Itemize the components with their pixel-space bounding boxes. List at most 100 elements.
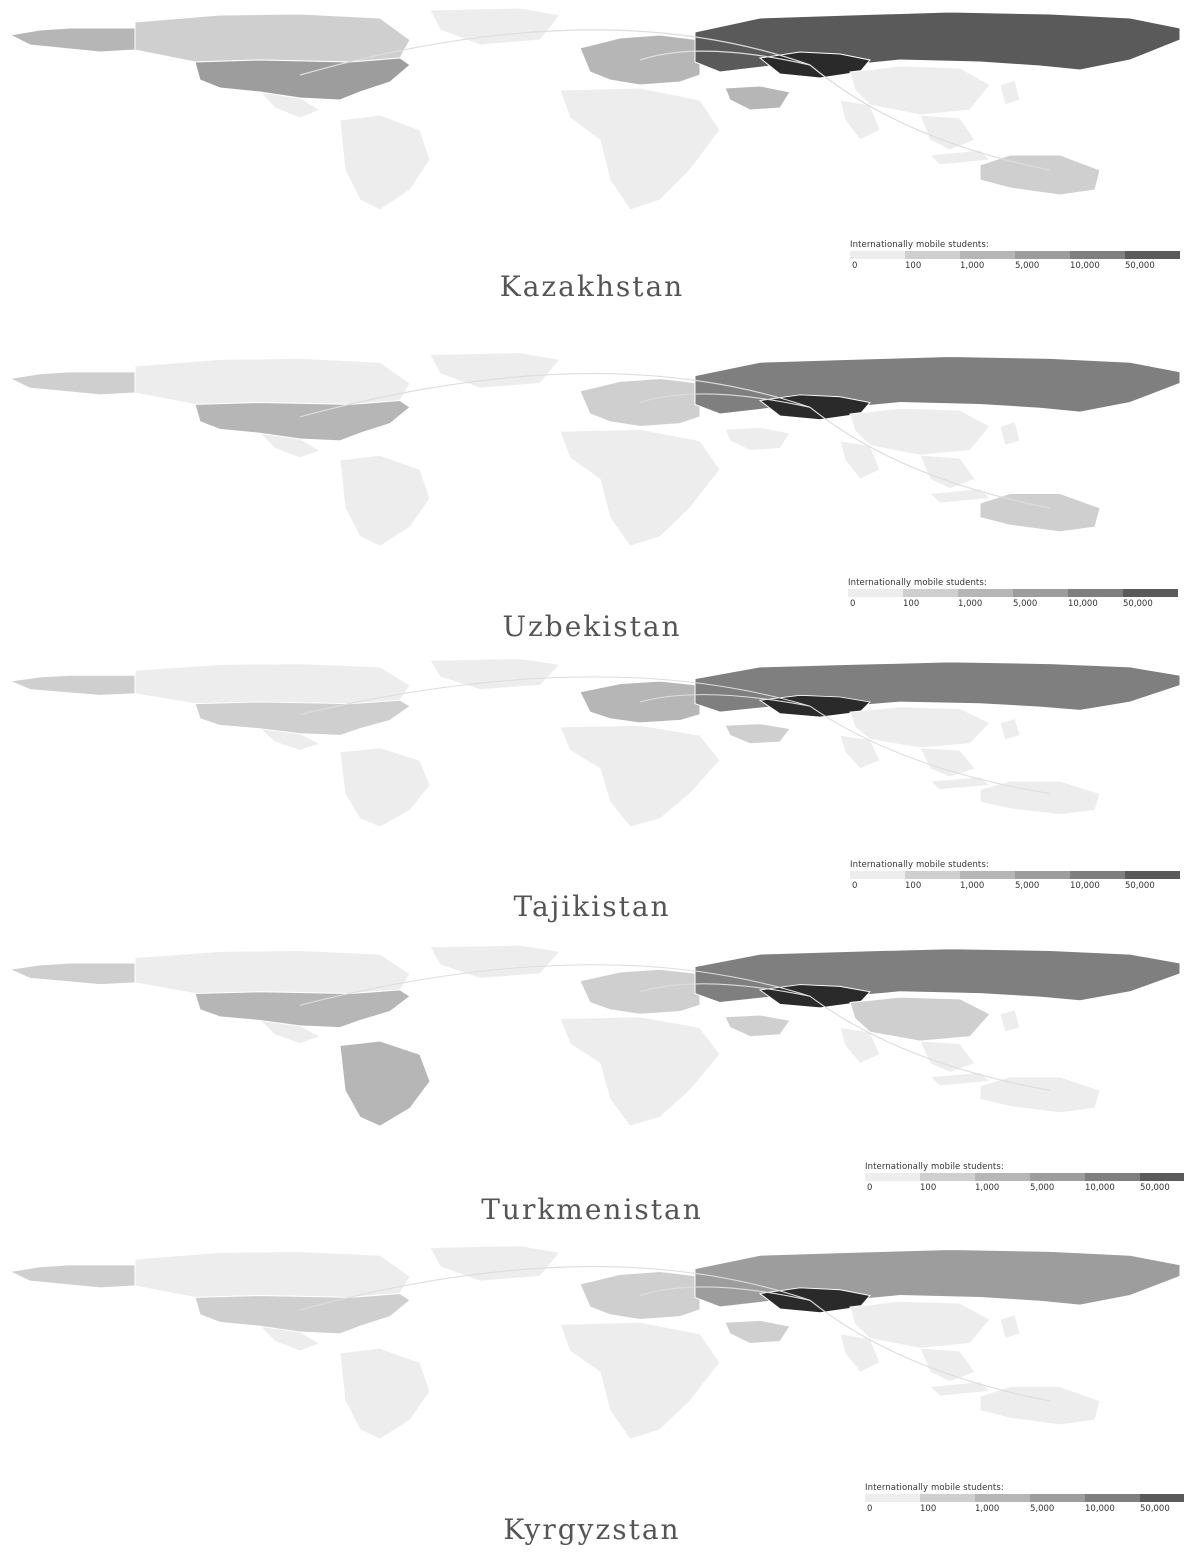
world-map xyxy=(8,658,1181,828)
legend-ticks: 0 100 1,000 5,000 10,000 50,000 xyxy=(850,261,1180,271)
legend-swatch xyxy=(848,589,903,597)
land-region xyxy=(919,1347,976,1383)
legend-tick: 10,000 xyxy=(1070,261,1100,271)
country-north-america-west xyxy=(8,27,136,53)
land-region xyxy=(999,79,1021,106)
country-brazil xyxy=(339,1347,431,1440)
land-region xyxy=(928,1071,992,1087)
legend-tick: 10,000 xyxy=(1085,1504,1115,1514)
country-canada xyxy=(134,1250,411,1298)
legend-title: Internationally mobile students: xyxy=(848,578,987,588)
panel-caption: Tajikistan xyxy=(513,890,671,923)
land-region xyxy=(928,776,992,790)
world-map xyxy=(8,352,1181,547)
panel-kazakhstan: Internationally mobile students: 0 100 1,0… xyxy=(0,0,1184,310)
legend-tick: 5,000 xyxy=(1015,261,1040,271)
legend-swatch xyxy=(850,871,905,879)
legend-tick: 0 xyxy=(850,599,856,609)
flow-arc xyxy=(639,694,811,707)
country-china xyxy=(849,996,991,1042)
legend-swatch xyxy=(1085,1494,1140,1502)
legend: Internationally mobile students: 0 100 1,0… xyxy=(865,1162,1184,1193)
land-region xyxy=(559,428,721,547)
legend-ticks: 0 100 1,000 5,000 10,000 50,000 xyxy=(865,1504,1184,1514)
panel-caption: Turkmenistan xyxy=(481,1193,703,1226)
land-region xyxy=(559,724,721,828)
country-canada xyxy=(134,357,411,405)
land-region xyxy=(919,114,976,151)
legend-tick: 50,000 xyxy=(1123,599,1153,609)
country-north-america-west xyxy=(8,371,136,396)
flow-arc xyxy=(809,705,1051,795)
land-region xyxy=(839,440,881,480)
legend-title: Internationally mobile students: xyxy=(865,1162,1004,1172)
legend-tick: 10,000 xyxy=(1068,599,1098,609)
country-australia xyxy=(979,493,1101,533)
legend-tick: 10,000 xyxy=(1070,881,1100,891)
legend-swatch xyxy=(1140,1494,1184,1502)
legend-tick: 10,000 xyxy=(1085,1183,1115,1193)
country-brazil xyxy=(339,1040,431,1127)
country-brazil xyxy=(339,454,431,547)
country-canada xyxy=(134,950,411,994)
flow-arc xyxy=(639,1286,811,1301)
land-region xyxy=(559,1321,721,1440)
legend: Internationally mobile students: 0 100 1,0… xyxy=(848,578,1178,609)
flow-arc xyxy=(639,50,811,66)
country-usa xyxy=(194,1293,411,1335)
country-origin xyxy=(758,984,871,1009)
panel-caption: Kyrgyzstan xyxy=(503,1513,681,1546)
flow-arc xyxy=(809,406,1051,509)
flow-arc xyxy=(299,29,811,76)
land-region xyxy=(839,99,881,141)
legend-tick: 1,000 xyxy=(975,1504,1000,1514)
legend-scale xyxy=(865,1494,1184,1502)
flow-arc xyxy=(299,964,811,1006)
land-region xyxy=(429,658,561,690)
legend-swatch xyxy=(1068,589,1123,597)
legend: Internationally mobile students: 0 100 1,0… xyxy=(850,240,1180,271)
panel-caption: Kazakhstan xyxy=(499,270,685,303)
country-middle-east xyxy=(724,1014,791,1037)
country-china xyxy=(849,407,991,456)
country-origin xyxy=(758,394,871,421)
country-middle-east xyxy=(724,723,791,745)
country-usa xyxy=(194,989,411,1029)
legend-scale xyxy=(848,589,1178,597)
legend-swatch xyxy=(1030,1173,1085,1181)
legend-scale xyxy=(865,1173,1184,1181)
legend-ticks: 0 100 1,000 5,000 10,000 50,000 xyxy=(848,599,1178,609)
legend-swatch xyxy=(1070,251,1125,259)
legend: Internationally mobile students: 0 100 1,0… xyxy=(850,860,1180,891)
legend-tick: 5,000 xyxy=(1030,1504,1055,1514)
panel-turkmenistan: Internationally mobile students: 0 100 1,0… xyxy=(0,938,1184,1234)
world-map xyxy=(8,7,1181,211)
legend-swatch xyxy=(960,871,1015,879)
flow-arc xyxy=(809,64,1051,171)
land-region xyxy=(559,87,721,211)
land-region xyxy=(919,454,976,490)
legend-swatch xyxy=(958,589,1013,597)
legend-swatch xyxy=(1013,589,1068,597)
land-region xyxy=(919,1040,976,1073)
land-region xyxy=(999,1009,1021,1033)
land-region xyxy=(999,421,1021,447)
land-region xyxy=(559,1016,721,1127)
flow-arc xyxy=(299,373,811,418)
flow-arc xyxy=(809,1299,1051,1402)
legend-swatch xyxy=(865,1173,920,1181)
country-origin xyxy=(758,694,871,718)
flow-arc xyxy=(299,676,811,715)
legend-tick: 0 xyxy=(867,1504,873,1514)
flow-arc xyxy=(639,983,811,997)
legend-swatch xyxy=(1125,871,1180,879)
flow-arc xyxy=(809,995,1051,1091)
land-region xyxy=(928,149,992,166)
legend-tick: 1,000 xyxy=(975,1183,1000,1193)
legend-title: Internationally mobile students: xyxy=(850,240,989,250)
legend-swatch xyxy=(905,251,960,259)
legend-swatch xyxy=(905,871,960,879)
legend-swatch xyxy=(920,1173,975,1181)
legend-swatch xyxy=(1140,1173,1184,1181)
legend-tick: 5,000 xyxy=(1015,881,1040,891)
